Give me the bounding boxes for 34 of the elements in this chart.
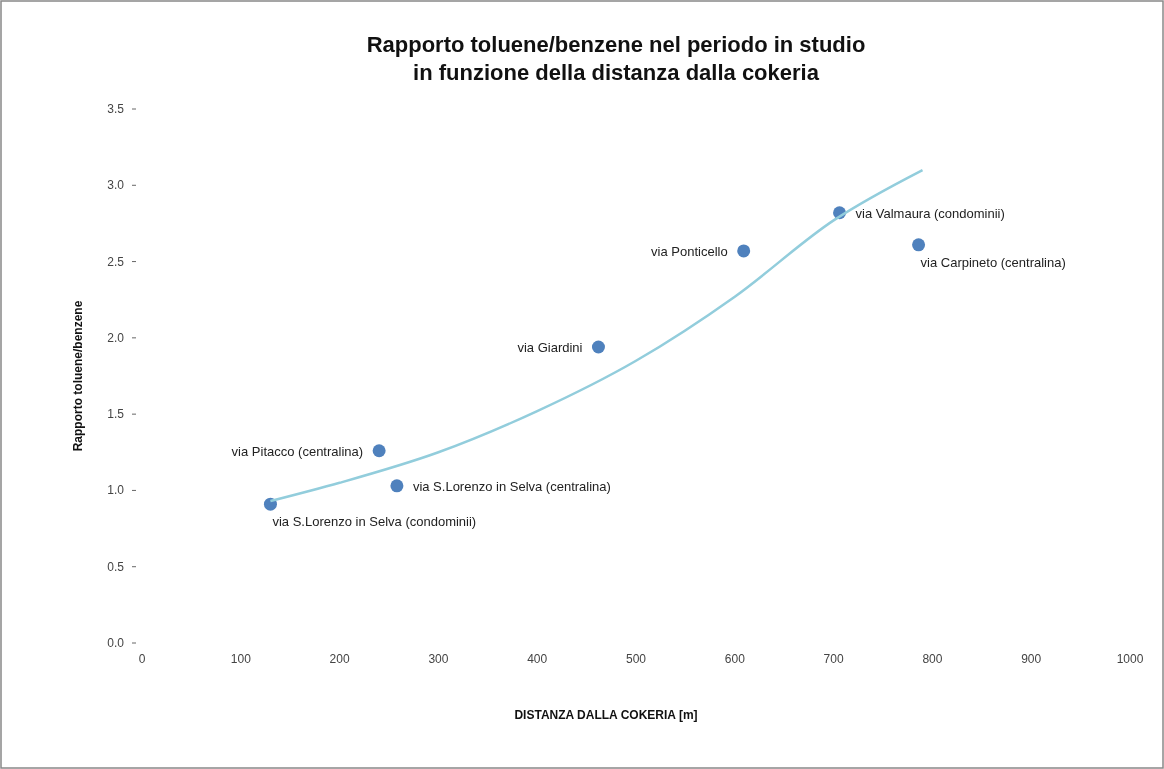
point	[737, 244, 751, 258]
y-tick-label: 3.0	[107, 178, 125, 193]
point	[372, 444, 386, 458]
y-tick-label: 2.5	[107, 254, 125, 269]
x-tick-label: 400	[527, 652, 548, 666]
x-tick-label: 900	[1021, 652, 1042, 666]
x-tick-label: 300	[428, 652, 449, 666]
x-axis-title: DISTANZA DALLA COKERIA [m]	[514, 708, 698, 722]
y-tick-label: 3.5	[107, 102, 125, 116]
chart-title: Rapporto toluene/benzene nel periodo in studio in funzione della distanza dalla cokeria	[366, 32, 866, 85]
annotation: via S.Lorenzo in Selva (centralina)	[412, 478, 611, 494]
annotation: via Ponticello	[651, 243, 728, 259]
x-tick-label: 0	[138, 652, 146, 666]
y-tick-label: 1.0	[107, 483, 125, 498]
y-tick-label: 0.5	[107, 559, 125, 574]
point	[591, 340, 605, 354]
x-tick-label: 700	[823, 652, 844, 666]
x-tick-label: 500	[625, 652, 647, 666]
x-tick-label: 100	[230, 652, 252, 666]
annotation: via Pitacco (centralina)	[231, 443, 364, 459]
annotation: via S.Lorenzo in Selva (condominii)	[272, 514, 477, 530]
y-axis-title: Rapporto toluene/benzene	[71, 300, 85, 452]
y-tick-label: 1.5	[107, 407, 125, 422]
x-tick-label: 600	[724, 652, 746, 666]
x-tick-label: 800	[922, 652, 943, 666]
x-tick-label: 200	[329, 652, 350, 666]
annotation: via Giardini	[517, 340, 583, 356]
x-tick-label: 1000	[1116, 652, 1144, 666]
y-tick-label: 0.0	[107, 636, 125, 650]
annotation: via Carpineto (centralina)	[920, 254, 1066, 270]
point	[390, 479, 404, 493]
annotation: via Valmaura (condominii)	[855, 205, 1005, 221]
point	[912, 238, 926, 252]
y-tick-label: 2.0	[107, 330, 125, 345]
